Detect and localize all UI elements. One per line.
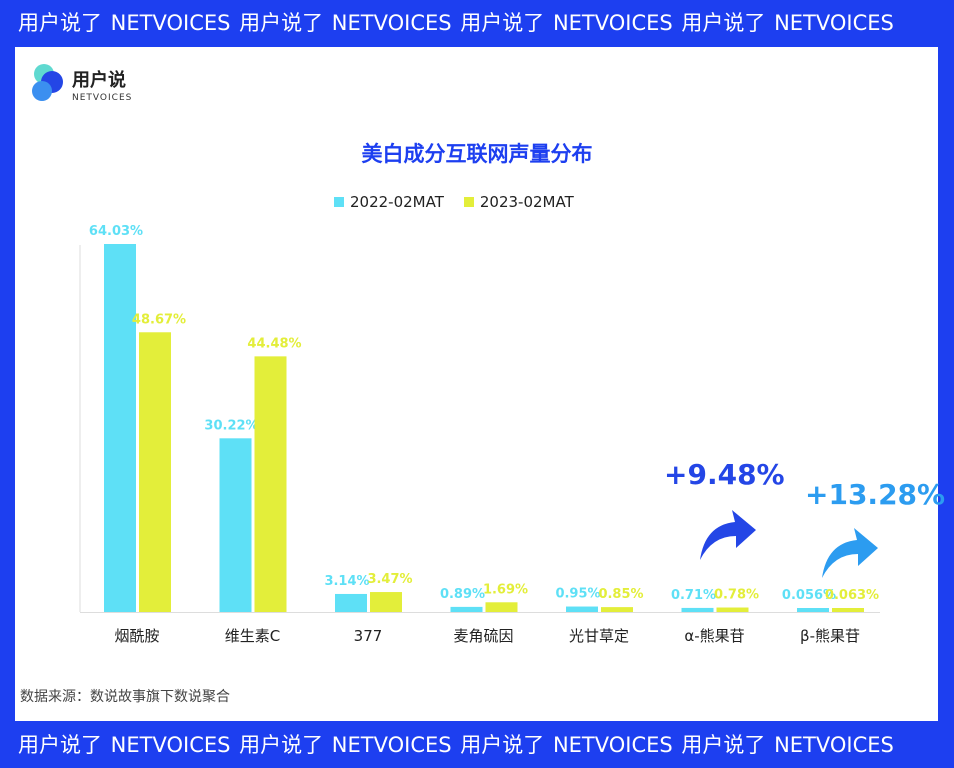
bar-2023 bbox=[485, 602, 518, 612]
bar-2022 bbox=[335, 593, 367, 612]
arrow-up-icon bbox=[822, 528, 878, 578]
bar-2022 bbox=[104, 244, 136, 612]
bar-2022 bbox=[681, 607, 714, 612]
data-label: 30.22% bbox=[204, 418, 258, 433]
data-label: 1.69% bbox=[483, 582, 528, 597]
chart-title: 美白成分互联网声量分布 bbox=[361, 142, 593, 166]
legend-item-2022: 2022-02MAT bbox=[334, 193, 444, 211]
bar-2022 bbox=[797, 608, 829, 612]
legend-item-2023: 2023-02MAT bbox=[463, 193, 574, 211]
bar-2023 bbox=[832, 608, 864, 612]
x-tick-label: 麦角硫因 bbox=[453, 627, 513, 645]
legend: 2022-02MAT 2023-02MAT bbox=[334, 193, 574, 211]
logo: 用户说 NETVOICES bbox=[32, 64, 132, 103]
data-label: 0.85% bbox=[598, 587, 643, 602]
x-tick-label: β-熊果苷 bbox=[800, 627, 860, 645]
data-label: 44.48% bbox=[247, 336, 301, 351]
bar-2023 bbox=[139, 332, 171, 612]
annotation-beta: +13.28% bbox=[805, 478, 946, 511]
x-tick-label: 维生素C bbox=[225, 627, 280, 645]
data-label: 0.95% bbox=[555, 587, 600, 602]
bar-2023 bbox=[254, 356, 287, 612]
annotation-alpha: +9.48% bbox=[664, 458, 785, 491]
data-label: 64.03% bbox=[89, 224, 143, 239]
top-banner: 用户说了 NETVOICES 用户说了 NETVOICES 用户说了 NETVO… bbox=[18, 11, 894, 35]
logo-cn: 用户说 bbox=[72, 69, 126, 91]
bar-2023 bbox=[716, 607, 749, 612]
data-label: 0.89% bbox=[440, 587, 485, 602]
source-note: 数据来源：数说故事旗下数说聚合 bbox=[20, 689, 230, 705]
logo-en: NETVOICES bbox=[72, 93, 132, 103]
bar-2022 bbox=[450, 606, 483, 612]
bar-2022 bbox=[566, 606, 598, 612]
bar-2023 bbox=[601, 607, 633, 612]
bar-2023 bbox=[370, 592, 402, 612]
data-label: 48.67% bbox=[132, 312, 186, 327]
data-label: 0.78% bbox=[714, 588, 759, 603]
arrow-up-icon bbox=[700, 510, 756, 560]
data-label: 0.71% bbox=[671, 588, 716, 603]
data-label: 3.47% bbox=[367, 572, 412, 587]
data-label: 3.14% bbox=[324, 574, 369, 589]
x-tick-label: 烟酰胺 bbox=[114, 627, 159, 645]
data-label: 0.063% bbox=[825, 588, 879, 603]
x-tick-label: α-熊果苷 bbox=[684, 627, 744, 645]
data-label: 0.056% bbox=[782, 588, 836, 603]
bar-2022 bbox=[219, 438, 252, 612]
bottom-banner: 用户说了 NETVOICES 用户说了 NETVOICES 用户说了 NETVO… bbox=[18, 733, 894, 757]
x-tick-label: 377 bbox=[354, 627, 383, 645]
x-tick-label: 光甘草定 bbox=[569, 627, 629, 645]
